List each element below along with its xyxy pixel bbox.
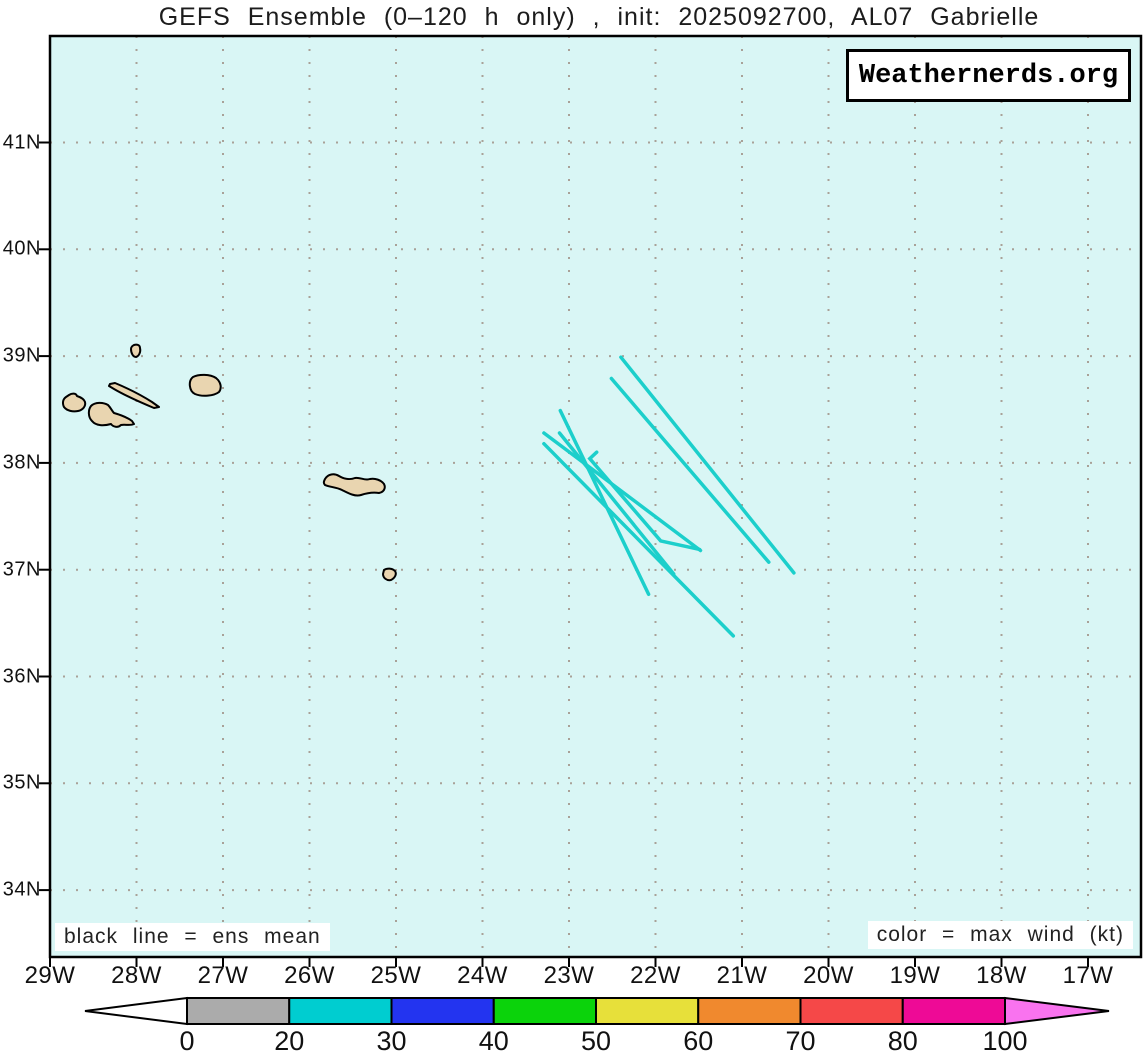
lon-label-22W: 22W (630, 962, 681, 989)
colorbar-tick-label-70: 70 (785, 1026, 816, 1054)
colorbar-tick-label-20: 20 (274, 1026, 305, 1054)
island-terceira (188, 373, 222, 397)
colorbar-segment-50-60 (595, 997, 700, 1025)
colorbar-tick-label-0: 0 (179, 1026, 195, 1054)
lat-label-38N: 38N (2, 451, 41, 474)
ensemble-track-member-2 (609, 376, 771, 564)
axis-ticks (39, 141, 1089, 967)
lon-label-29W: 29W (24, 962, 76, 989)
lat-label-40N: 40N (2, 237, 41, 260)
graticule-gridlines (50, 36, 1141, 957)
watermark-badge: Weathernerds.org (846, 49, 1131, 102)
colorbar-segment-60-70 (697, 997, 802, 1025)
lon-label-21W: 21W (716, 962, 768, 989)
island-flores (61, 392, 87, 413)
colorbar-tick-label-40: 40 (478, 1026, 509, 1054)
lon-label-26W: 26W (284, 962, 335, 989)
colorbar-tick-label-100: 100 (982, 1026, 1028, 1054)
colorbar-tick-label-30: 30 (376, 1026, 407, 1054)
ensemble-track-member-7 (587, 450, 702, 552)
legend-max-wind-note: color = max wind (kt) (867, 921, 1133, 949)
lon-label-23W: 23W (543, 962, 595, 989)
island-sao-miguel (322, 473, 386, 497)
colorbar (84, 996, 1110, 1026)
colorbar-segment-0-20 (186, 997, 291, 1025)
lon-label-24W: 24W (457, 962, 508, 989)
colorbar-right-arrow (1004, 996, 1110, 1026)
colorbar-tick-label-80: 80 (887, 1026, 918, 1054)
island-santa-maria (382, 567, 397, 582)
lon-label-18W: 18W (976, 962, 1027, 989)
ensemble-track-member-1 (619, 355, 796, 575)
ensemble-track-member-5 (557, 431, 676, 576)
colorbar-left-arrow (84, 996, 188, 1026)
ensemble-track-member-3 (558, 408, 651, 597)
colorbar-segment-80-100 (901, 997, 1006, 1025)
lat-label-37N: 37N (2, 558, 41, 581)
lat-label-41N: 41N (2, 131, 41, 153)
lon-label-28W: 28W (111, 962, 162, 989)
island-faial-pico (87, 401, 135, 428)
lat-label-36N: 36N (2, 665, 41, 687)
ensemble-track-member-6 (542, 441, 736, 638)
lon-label-25W: 25W (370, 962, 422, 989)
colorbar-segment-70-80 (799, 997, 904, 1025)
legend-ens-mean-note: black line = ens mean (55, 923, 330, 951)
lat-label-39N: 39N (2, 344, 41, 367)
colorbar-tick-label-60: 60 (683, 1026, 714, 1054)
colorbar-segment-30-40 (390, 997, 495, 1025)
island-graciosa (130, 343, 142, 358)
ensemble-track-member-4 (542, 431, 703, 553)
lon-label-20W: 20W (803, 962, 854, 989)
lat-label-35N: 35N (2, 771, 41, 794)
lon-label-17W: 17W (1062, 962, 1114, 989)
colorbar-tick-label-50: 50 (580, 1026, 612, 1054)
islands-group (61, 343, 397, 582)
lon-label-27W: 27W (197, 962, 249, 989)
ensemble-tracks (542, 355, 796, 638)
colorbar-segment-40-50 (492, 997, 597, 1025)
lat-label-34N: 34N (2, 878, 41, 901)
page-title: GEFS Ensemble (0–120 h only) , init: 202… (158, 3, 1040, 31)
island-sao-jorge (108, 382, 160, 409)
map-frame (48, 34, 1143, 959)
lon-label-19W: 19W (889, 962, 941, 989)
colorbar-segment-20-30 (288, 997, 393, 1025)
